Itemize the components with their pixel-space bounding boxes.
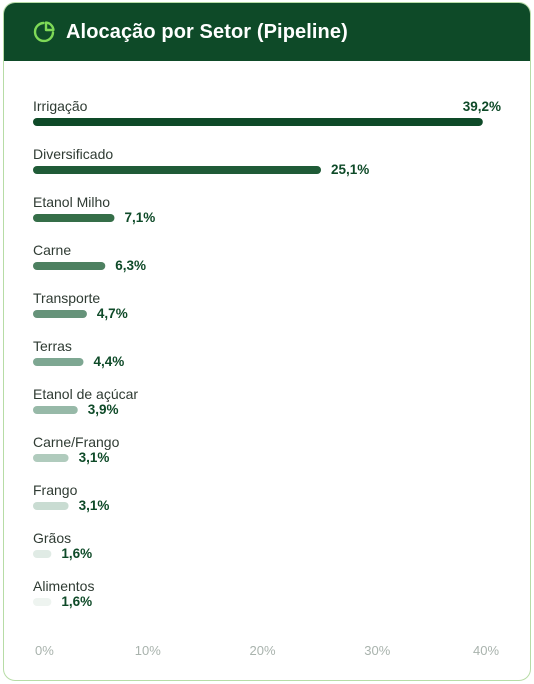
category-label: Irrigação (33, 98, 88, 114)
x-tick-label: 30% (364, 643, 390, 658)
category-label: Carne/Frango (33, 434, 120, 450)
pie-chart-icon (32, 20, 56, 44)
bar[interactable] (33, 502, 69, 510)
value-label: 4,4% (93, 354, 124, 369)
x-tick-label: 10% (135, 643, 161, 658)
card-header: Alocação por Setor (Pipeline) (4, 3, 530, 61)
category-label: Diversificado (33, 146, 113, 162)
category-label: Grãos (33, 530, 71, 546)
category-label: Terras (33, 338, 72, 354)
category-label: Frango (33, 482, 78, 498)
value-label: 4,7% (97, 306, 128, 321)
bar[interactable] (33, 166, 322, 174)
bar[interactable] (33, 214, 115, 222)
value-label: 6,3% (115, 258, 146, 273)
x-tick-label: 20% (249, 643, 275, 658)
value-label: 1,6% (61, 594, 92, 609)
chart-canvas: Irrigação 39,2% Diversificado 25,1% Etanol M… (33, 98, 501, 658)
value-label: 3,9% (88, 402, 119, 417)
x-tick-label: 0% (35, 643, 54, 658)
bar[interactable] (33, 598, 52, 606)
bar[interactable] (33, 454, 69, 462)
bar[interactable] (33, 262, 106, 270)
value-label: 25,1% (331, 162, 369, 177)
bar[interactable] (33, 118, 483, 126)
bar[interactable] (33, 550, 52, 558)
category-label: Alimentos (33, 578, 94, 594)
x-tick-label: 40% (473, 643, 499, 658)
value-label: 39,2% (463, 99, 501, 114)
value-label: 7,1% (124, 210, 155, 225)
allocation-card: Alocação por Setor (Pipeline) Irrigação 3… (3, 2, 531, 681)
value-label: 3,1% (79, 498, 110, 513)
bar[interactable] (33, 358, 84, 366)
sector-allocation-chart: Irrigação 39,2% Diversificado 25,1% Etanol M… (4, 61, 530, 680)
category-label: Carne (33, 242, 71, 258)
category-label: Etanol de açúcar (33, 386, 138, 402)
category-label: Etanol Milho (33, 194, 110, 210)
bar[interactable] (33, 406, 78, 414)
bar[interactable] (33, 310, 87, 318)
category-label: Transporte (33, 290, 100, 306)
value-label: 3,1% (79, 450, 110, 465)
card-title: Alocação por Setor (Pipeline) (66, 20, 348, 43)
value-label: 1,6% (61, 546, 92, 561)
